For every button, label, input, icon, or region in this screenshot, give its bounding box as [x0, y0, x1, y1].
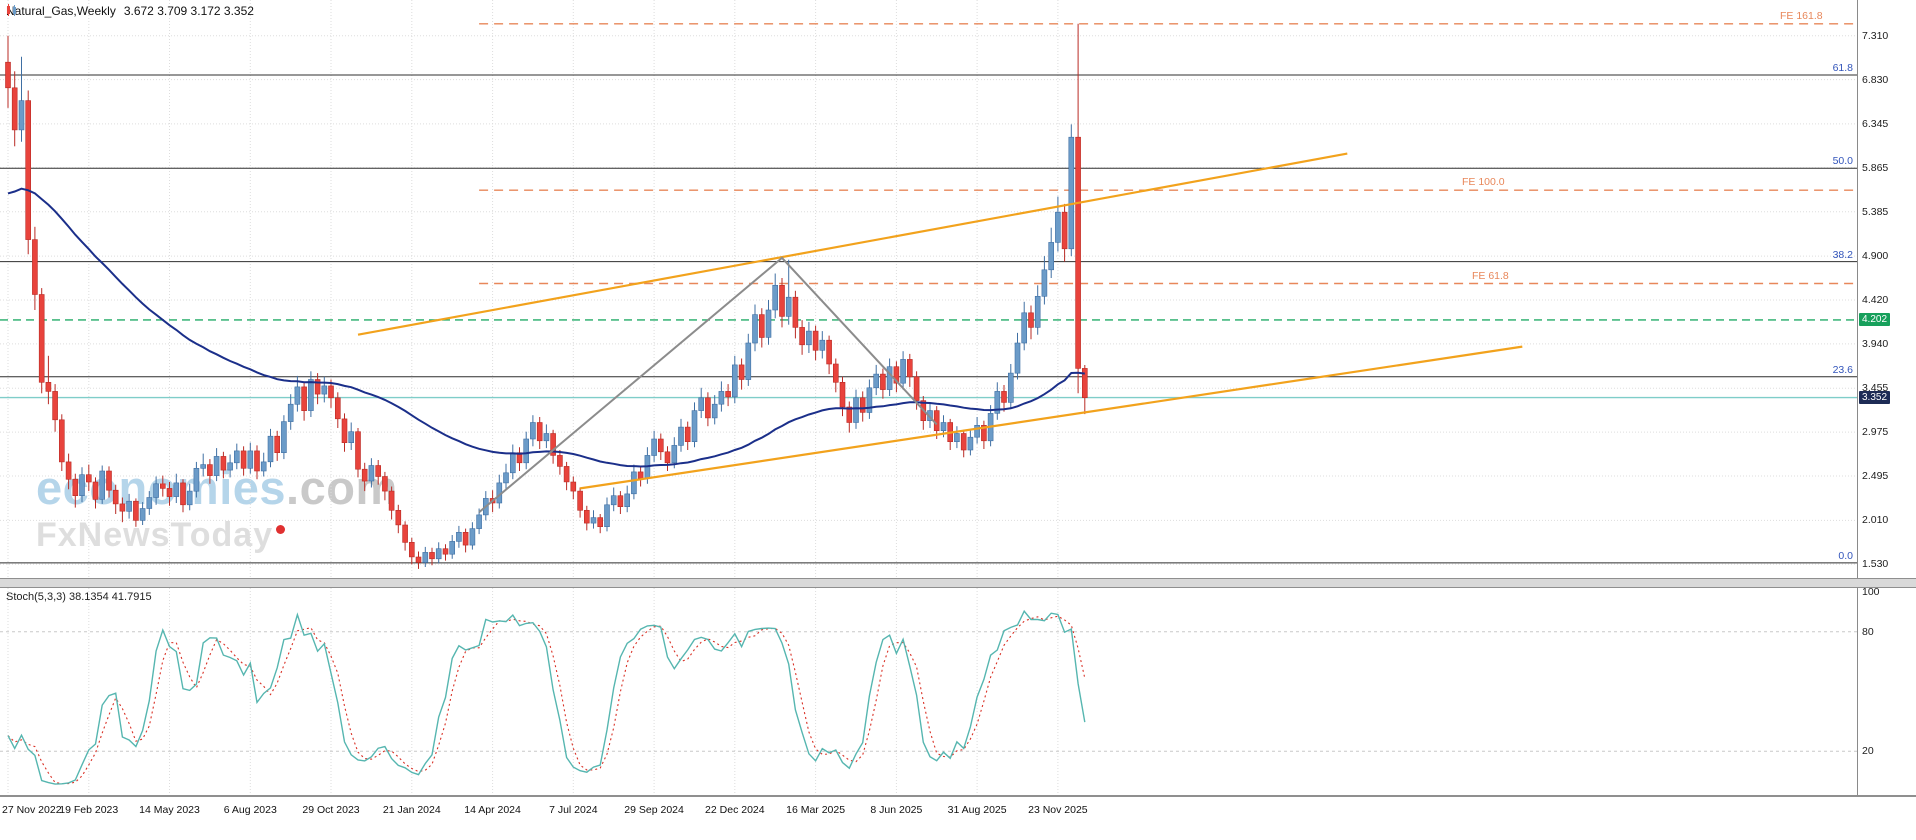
- stoch-values: 38.1354 41.7915: [68, 591, 152, 603]
- price-tick-label: 4.900: [1862, 250, 1889, 263]
- fib-level-label: 0.0: [1838, 549, 1853, 562]
- fib-level-label: 50.0: [1832, 155, 1853, 168]
- stochastic-pane[interactable]: Stoch(5,3,3) 38.1354 41.7915: [0, 588, 1857, 795]
- candlestick-icon: [7, 4, 16, 16]
- date-label: 16 Mar 2025: [786, 804, 846, 816]
- fib-expansion-label: FE 61.8: [1472, 269, 1509, 282]
- stoch-indicator-label: Stoch(5,3,3) 38.1354 41.7915: [6, 591, 152, 603]
- green-level-badge: 4.202: [1859, 312, 1891, 326]
- price-tick-label: 6.345: [1862, 117, 1889, 130]
- price-tick-label: 2.010: [1862, 514, 1889, 527]
- price-tick-label: 5.865: [1862, 161, 1889, 174]
- watermark-red-dot-icon: [276, 524, 286, 534]
- stoch-k-line: [7, 609, 1086, 785]
- date-label: 31 Aug 2025: [947, 804, 1007, 816]
- watermark-tagline: FxNewsToday: [36, 518, 398, 552]
- date-label: 8 Jun 2025: [870, 804, 923, 816]
- date-label: 21 Jan 2024: [382, 804, 441, 816]
- fib-expansion-label: FE 161.8: [1780, 9, 1823, 22]
- ohlc-values: 3.672 3.709 3.172 3.352: [123, 4, 254, 18]
- watermark-tagline-text: FxNewsToday: [36, 516, 274, 554]
- price-tick-label: 1.530: [1862, 558, 1889, 571]
- date-label: 19 Feb 2023: [59, 804, 119, 816]
- stoch-tick-label: 100: [1862, 586, 1880, 598]
- candlesticks: [5, 23, 1088, 569]
- date-label: 29 Oct 2023: [302, 804, 360, 816]
- stoch-name: Stoch(5,3,3): [6, 591, 66, 603]
- price-chart-canvas[interactable]: [0, 0, 1857, 578]
- date-label: 23 Nov 2025: [1028, 804, 1088, 816]
- moving-average-line: [7, 187, 1085, 468]
- grid-lines: [0, 0, 1857, 578]
- fib-retracement-lines[interactable]: [0, 74, 1857, 564]
- price-tick-label: 4.420: [1862, 293, 1889, 306]
- price-axis[interactable]: 4.202 3.352 7.310 6.830 6.345 5.865 5.385 4.9…: [1857, 0, 1916, 795]
- fib-expansion-label: FE 100.0: [1462, 176, 1505, 189]
- price-tick-label: 2.975: [1862, 426, 1889, 439]
- symbol-timeframe-label: Natural_Gas,Weekly: [6, 4, 116, 18]
- date-label: 27 Nov 2022: [2, 804, 62, 816]
- price-tick-label: 6.830: [1862, 73, 1889, 86]
- price-tick-label: 5.385: [1862, 205, 1889, 218]
- price-pane[interactable]: economies.com FxNewsToday Natural_Gas,We…: [0, 0, 1857, 578]
- stoch-grid: [0, 588, 1857, 795]
- pattern-lines[interactable]: [478, 256, 938, 513]
- price-tick-label: 7.310: [1862, 29, 1889, 42]
- date-label: 22 Dec 2024: [705, 804, 765, 816]
- stoch-tick-label: 80: [1862, 625, 1874, 638]
- chart-title: Natural_Gas,Weekly 3.672 3.709 3.172 3.3…: [6, 4, 254, 18]
- stoch-tick-label: 20: [1862, 745, 1874, 758]
- fib-level-label: 23.6: [1832, 363, 1853, 376]
- last-price-badge: 3.352: [1859, 390, 1891, 404]
- price-tick-label: 3.940: [1862, 337, 1889, 350]
- fib-level-label: 38.2: [1832, 248, 1853, 261]
- trend-channel[interactable]: [357, 152, 1523, 490]
- fib-level-label: 61.8: [1832, 61, 1853, 74]
- pane-divider[interactable]: [0, 578, 1916, 588]
- fib-expansion-lines[interactable]: [479, 23, 1857, 285]
- date-label: 14 Apr 2024: [464, 804, 521, 816]
- date-label: 14 May 2023: [139, 804, 200, 816]
- date-label: 29 Sep 2024: [624, 804, 684, 816]
- date-label: 6 Aug 2023: [223, 804, 277, 816]
- price-tick-label: 2.495: [1862, 470, 1889, 483]
- date-label: 7 Jul 2024: [549, 804, 598, 816]
- time-axis[interactable]: 27 Nov 2022 19 Feb 2023 14 May 2023 6 Aug 2…: [0, 797, 1916, 840]
- bottom-divider: [0, 795, 1916, 797]
- price-level-lines[interactable]: [0, 319, 1857, 399]
- stochastic-canvas[interactable]: [0, 588, 1857, 795]
